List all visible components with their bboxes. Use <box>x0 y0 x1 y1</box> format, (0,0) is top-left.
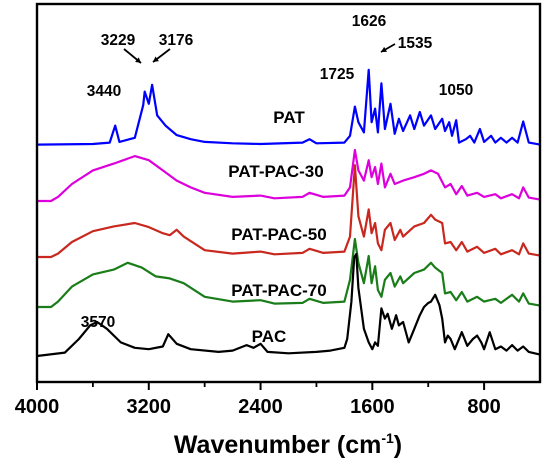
series-label-pat-pac-50: PAT-PAC-50 <box>231 225 326 244</box>
arrow-3176-head <box>153 56 159 62</box>
series-label-pat-pac-70: PAT-PAC-70 <box>231 281 326 300</box>
series-label-pat-pac-30: PAT-PAC-30 <box>228 162 323 181</box>
spectra-layer <box>36 68 541 358</box>
arrow-3229-head <box>135 57 141 63</box>
series-line-pat-pac-50 <box>37 164 541 259</box>
series-line-pat <box>36 68 541 146</box>
arrow-1535-head <box>381 46 387 52</box>
x-tick-label-3200: 3200 <box>127 396 172 418</box>
x-tick-label-4000: 4000 <box>15 396 60 418</box>
peak-label-1626: 1626 <box>352 13 387 30</box>
x-tick-label-800: 800 <box>467 396 500 418</box>
plot-frame <box>35 2 542 384</box>
peak-label-3570: 3570 <box>81 314 115 331</box>
series-label-pat: PAT <box>273 108 305 127</box>
x-axis: 4000 3200 2400 1600 800 <box>15 382 501 418</box>
peak-label-3176: 3176 <box>159 32 194 49</box>
peak-label-3229: 3229 <box>101 32 136 49</box>
series-line-pat-pac-70 <box>37 237 541 309</box>
peak-label-1050: 1050 <box>439 82 473 99</box>
x-tick-label-1600: 1600 <box>350 396 395 418</box>
labels-layer: PAT PAT-PAC-30 PAT-PAC-50 PAT-PAC-70 PAC 3440… <box>81 13 473 346</box>
peak-label-3440: 3440 <box>87 83 121 100</box>
series-line-pac <box>36 252 541 358</box>
peak-label-1725: 1725 <box>320 66 355 83</box>
peak-label-1535: 1535 <box>398 35 433 52</box>
series-label-pac: PAC <box>252 327 287 346</box>
series-line-pat-pac-30 <box>37 148 541 203</box>
x-axis-title: Wavenumber (cm-1) <box>174 430 402 459</box>
x-tick-label-2400: 2400 <box>238 396 283 418</box>
